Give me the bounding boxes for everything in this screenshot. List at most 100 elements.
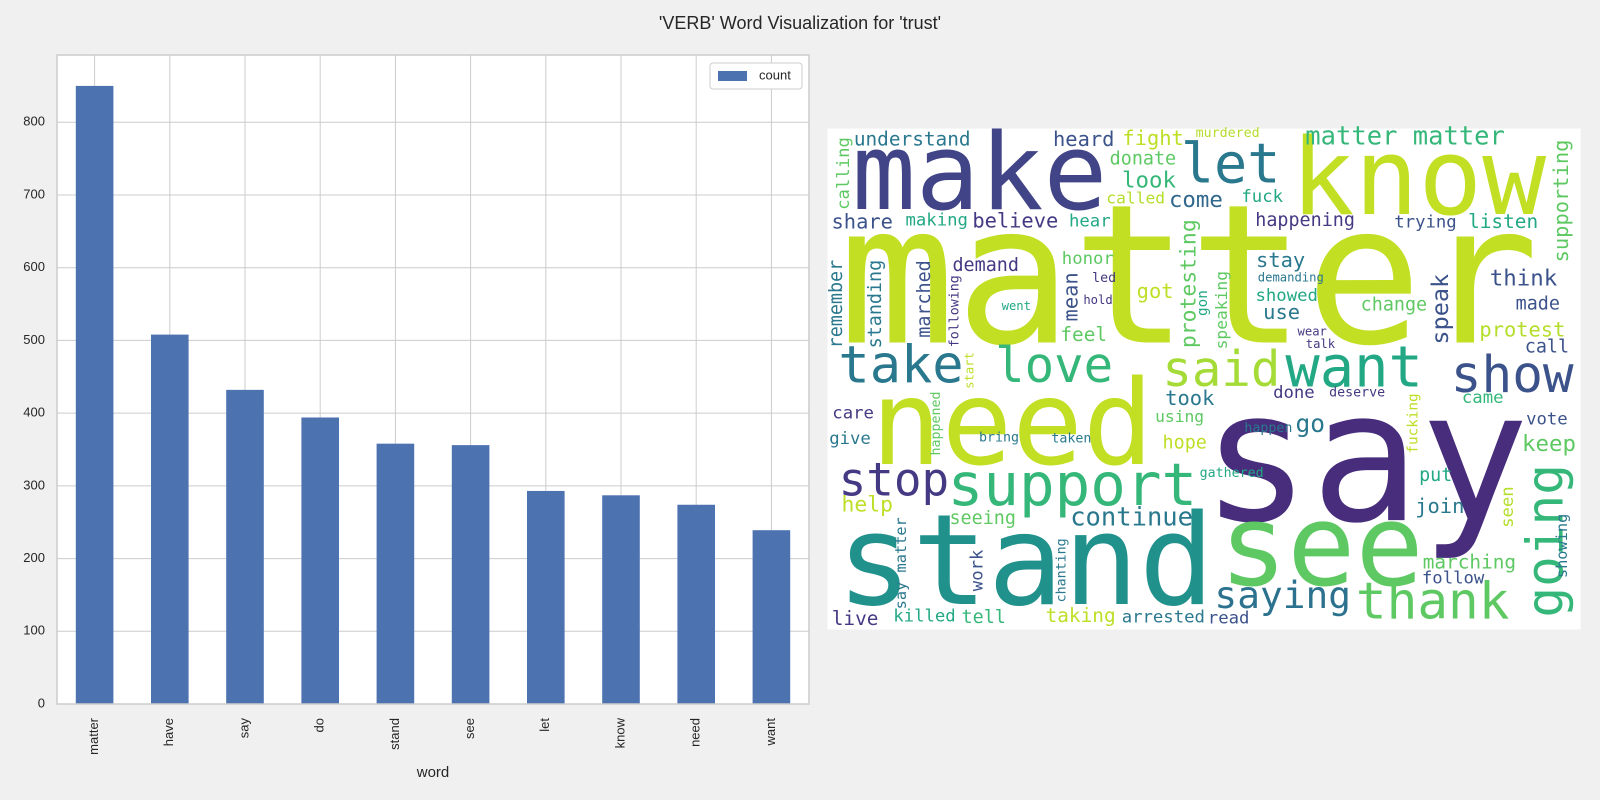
word: think (1490, 266, 1558, 292)
word: want (1285, 334, 1423, 400)
bar (677, 504, 715, 704)
x-axis-label: word (416, 764, 450, 781)
bar (752, 530, 791, 704)
legend-swatch (718, 71, 747, 81)
word: come (1169, 187, 1223, 213)
x-tick-label: say (236, 718, 251, 739)
word: speak (1426, 274, 1454, 345)
word: hear (1069, 211, 1111, 231)
word: matter (839, 163, 1539, 389)
bar (75, 85, 114, 704)
word: supporting (1549, 140, 1573, 263)
word: demanding (1258, 271, 1324, 285)
word: called (1106, 189, 1165, 208)
word: remember (826, 260, 847, 349)
word: gathered (1200, 466, 1264, 481)
x-tick-label: see (462, 718, 477, 739)
word: put (1419, 465, 1452, 486)
word: protest (1479, 318, 1565, 342)
word: work (968, 549, 988, 591)
word: came (1462, 388, 1504, 408)
word: got (1137, 279, 1174, 303)
word: marching (1423, 551, 1516, 574)
word: taking (1046, 604, 1116, 627)
word: hope (1163, 432, 1207, 453)
word: share (832, 209, 893, 233)
x-tick-label: do (312, 718, 327, 732)
word: continue (1070, 502, 1193, 532)
word: fucking (1405, 393, 1421, 453)
word: matter matter (1305, 122, 1505, 152)
word: care (832, 403, 874, 423)
word: support (948, 450, 1197, 519)
word: stop (839, 453, 950, 507)
word: wear (1298, 325, 1327, 339)
wordcloud-area (827, 128, 1581, 630)
word: stand (837, 488, 1215, 634)
word: calling (834, 137, 854, 210)
word: go (1295, 409, 1325, 438)
word: honor (1062, 249, 1114, 269)
word: love (995, 337, 1113, 394)
word: donate (1110, 149, 1176, 170)
figure-title: 'VERB' Word Visualization for 'trust' (659, 13, 941, 33)
word: mean (1058, 272, 1082, 321)
word: took (1165, 386, 1214, 410)
word: protesting (1176, 219, 1201, 348)
word: demand (952, 255, 1018, 276)
bar (602, 495, 640, 704)
word: standing (865, 260, 886, 349)
word: join (1415, 494, 1464, 518)
word: said (1162, 341, 1280, 398)
bar (451, 445, 490, 704)
word: show (1451, 346, 1574, 405)
word: vote (1526, 409, 1568, 429)
bar (151, 334, 189, 704)
word: trying (1394, 212, 1456, 232)
y-tick-label: 0 (38, 695, 45, 710)
word: talk (1306, 337, 1336, 351)
word: happen (1244, 421, 1292, 436)
word: understand (854, 127, 971, 150)
y-tick-label: 700 (23, 186, 45, 201)
word: taken (1051, 431, 1091, 446)
word: say matter (892, 517, 910, 609)
word: marched (914, 260, 935, 338)
word: fight (1122, 126, 1183, 150)
word: read (1208, 608, 1250, 628)
word: help (842, 493, 894, 518)
word: stay (1256, 248, 1305, 272)
x-tick-label: want (763, 718, 778, 747)
word: start (962, 352, 976, 389)
word: live (832, 607, 879, 630)
word: let (1181, 131, 1281, 195)
word: showing (1553, 514, 1571, 578)
word: went (1002, 299, 1031, 313)
word: look (1122, 168, 1176, 194)
bar (301, 417, 339, 704)
word: give (829, 429, 871, 449)
word: thank (1356, 573, 1510, 632)
word: seen (1498, 486, 1518, 528)
legend-box (709, 62, 803, 90)
x-tick-label: let (537, 718, 552, 732)
word: call (1525, 336, 1569, 357)
word: done (1273, 383, 1315, 403)
word: fuck (1241, 187, 1283, 207)
word: make (852, 112, 1108, 235)
word: take (838, 335, 963, 395)
word: saying (1214, 573, 1351, 617)
legend-label: count (759, 67, 791, 82)
word: listen (1468, 210, 1538, 233)
word: chanting (1055, 538, 1070, 602)
word: say (1201, 351, 1529, 563)
word: use (1263, 300, 1300, 324)
x-tick-label: matter (86, 717, 101, 755)
word: bring (979, 430, 1019, 445)
y-tick-label: 500 (23, 332, 45, 347)
bar (376, 443, 415, 704)
word: speaking (1212, 271, 1231, 349)
word: see (1219, 480, 1424, 612)
word: know (1291, 117, 1547, 240)
